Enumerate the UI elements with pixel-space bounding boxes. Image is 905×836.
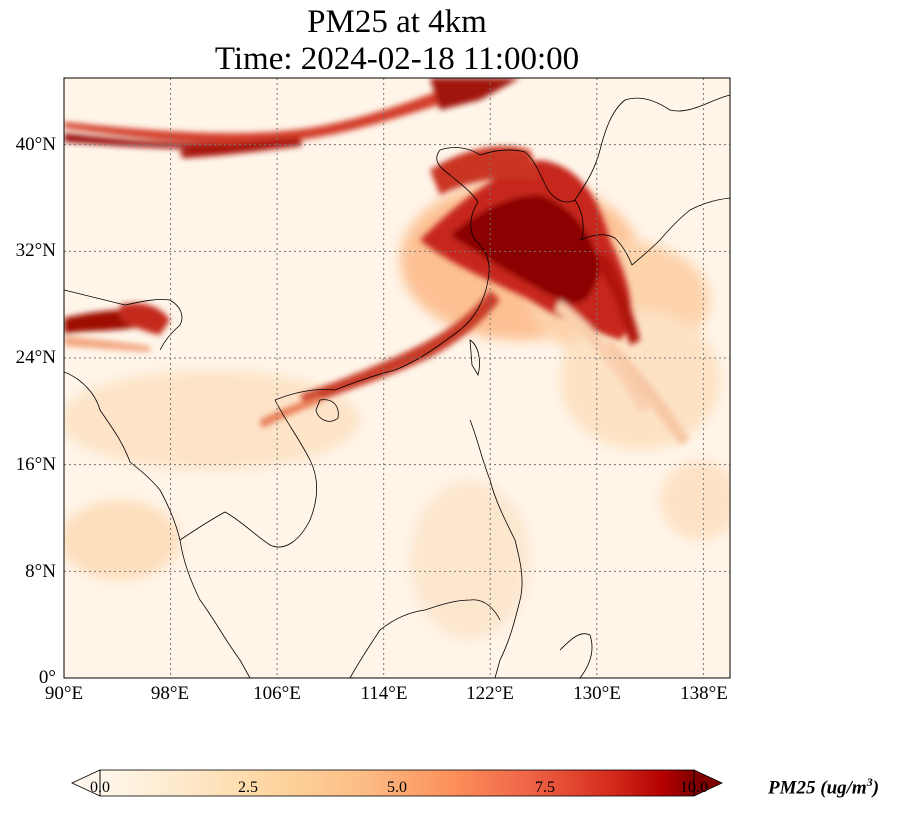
lat-tick-label: 0° <box>38 667 56 688</box>
colorbar-tick-label: 7.5 <box>535 779 555 796</box>
coastlines <box>64 94 730 678</box>
colorbar-tick-label: 0.0 <box>90 779 110 796</box>
colorbar-tick-label: 10.0 <box>680 779 708 796</box>
lon-tick-label: 138°E <box>680 683 728 704</box>
colorbar-tick-label: 5.0 <box>387 779 407 796</box>
colorbar-label-text: PM25 (ug/m <box>768 777 867 799</box>
lon-tick-label: 106°E <box>253 683 301 704</box>
lat-tick-label: 32°N <box>15 240 56 261</box>
colorbar <box>71 769 723 797</box>
colorbar-label: PM25 (ug/m3) <box>768 775 879 799</box>
title-line-variable: PM25 at 4km <box>307 4 487 40</box>
lat-tick-label: 40°N <box>15 134 56 155</box>
lon-tick-label: 122°E <box>466 683 514 704</box>
colorbar-gradient <box>100 770 694 796</box>
colorbar-frame <box>99 769 695 797</box>
pm25-field <box>64 78 730 640</box>
title-line-time: Time: 2024-02-18 11:00:00 <box>214 41 580 77</box>
gridlines <box>64 78 730 678</box>
colorbar-label-exponent: 3 <box>866 775 873 789</box>
lat-tick-label: 8°N <box>25 561 56 582</box>
lon-tick-label: 90°E <box>44 683 84 704</box>
lon-tick-label: 114°E <box>360 683 408 704</box>
lon-tick-label: 130°E <box>573 683 621 704</box>
colorbar-tick-label: 2.5 <box>238 779 258 796</box>
lon-tick-label: 98°E <box>150 683 190 704</box>
map-frame <box>63 77 731 679</box>
lat-tick-label: 16°N <box>15 454 56 475</box>
map-panel <box>64 78 730 678</box>
lat-tick-label: 24°N <box>15 347 56 368</box>
map-title: PM25 at 4km Time: 2024-02-18 11:00:00 <box>64 4 730 78</box>
colorbar-label-close: ) <box>872 777 880 799</box>
